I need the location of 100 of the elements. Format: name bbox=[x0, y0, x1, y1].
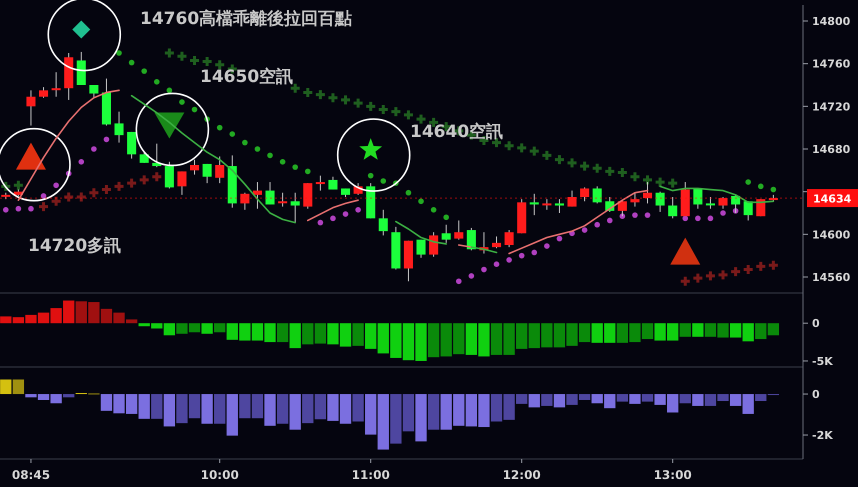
point bbox=[708, 216, 714, 222]
bar bbox=[214, 394, 226, 424]
candlestick bbox=[328, 176, 338, 190]
point bbox=[242, 140, 248, 146]
candlestick bbox=[592, 186, 602, 204]
annotation: 14760高檔乖離後拉回百點 bbox=[140, 9, 352, 29]
candlestick bbox=[668, 196, 678, 219]
point bbox=[50, 195, 62, 208]
point bbox=[730, 266, 742, 278]
candlestick bbox=[442, 224, 451, 244]
bar bbox=[290, 394, 301, 430]
candlestick bbox=[39, 86, 48, 98]
point bbox=[192, 106, 198, 112]
candlestick bbox=[706, 196, 715, 210]
point bbox=[654, 176, 666, 188]
point bbox=[390, 106, 402, 118]
point bbox=[128, 60, 134, 66]
annotation: 14720多訊 bbox=[28, 236, 122, 256]
point bbox=[12, 179, 24, 192]
point bbox=[679, 275, 692, 288]
bar bbox=[276, 323, 288, 342]
point bbox=[556, 236, 562, 242]
candlestick bbox=[466, 227, 476, 251]
point bbox=[754, 260, 767, 272]
bar bbox=[428, 394, 440, 430]
point bbox=[682, 216, 688, 222]
point bbox=[644, 212, 650, 218]
point bbox=[528, 145, 540, 158]
candlestick bbox=[252, 182, 262, 210]
bar bbox=[164, 394, 176, 426]
x-tick-label: 11:00 bbox=[352, 468, 390, 482]
candlestick bbox=[278, 192, 288, 208]
point bbox=[116, 50, 122, 56]
point bbox=[594, 222, 600, 228]
point bbox=[254, 146, 260, 152]
point bbox=[113, 180, 126, 192]
candlestick bbox=[618, 200, 627, 217]
candlestick bbox=[265, 182, 275, 205]
point bbox=[578, 160, 591, 172]
candlestick bbox=[492, 236, 502, 249]
point bbox=[380, 178, 386, 184]
bar bbox=[528, 394, 540, 408]
candlestick bbox=[140, 152, 149, 164]
bar bbox=[352, 323, 364, 346]
y-tick-label: 14560 bbox=[812, 271, 851, 284]
point bbox=[666, 177, 679, 190]
point bbox=[540, 149, 553, 162]
candlestick bbox=[693, 188, 702, 210]
point bbox=[163, 47, 176, 59]
bar bbox=[692, 394, 704, 406]
bar bbox=[12, 380, 24, 394]
point bbox=[150, 170, 163, 183]
candlestick bbox=[202, 163, 212, 184]
point bbox=[292, 164, 298, 170]
point bbox=[75, 191, 88, 203]
annotation: 14650空訊 bbox=[200, 67, 294, 87]
bar bbox=[642, 394, 654, 402]
point bbox=[430, 207, 436, 213]
bar bbox=[680, 394, 691, 404]
point bbox=[468, 273, 474, 279]
point bbox=[304, 168, 311, 174]
point bbox=[628, 170, 641, 183]
point bbox=[604, 165, 616, 178]
point bbox=[280, 159, 286, 165]
point bbox=[591, 162, 604, 174]
point bbox=[16, 206, 22, 212]
bar bbox=[554, 394, 566, 408]
candlestick bbox=[303, 182, 312, 210]
point bbox=[53, 182, 59, 188]
point bbox=[368, 172, 374, 178]
candlestick bbox=[52, 72, 61, 98]
y-tick-label: 0 bbox=[812, 317, 820, 330]
bar bbox=[63, 394, 74, 398]
point bbox=[456, 278, 462, 284]
point bbox=[494, 261, 500, 267]
point bbox=[770, 186, 776, 192]
candlestick bbox=[454, 220, 464, 240]
point bbox=[516, 142, 528, 154]
candlestick bbox=[542, 198, 552, 210]
point bbox=[154, 79, 160, 85]
point bbox=[481, 266, 487, 272]
bar bbox=[680, 323, 691, 337]
y-tick-label: 14600 bbox=[812, 228, 851, 242]
bar bbox=[415, 394, 427, 442]
y-tick-label: 14800 bbox=[812, 15, 851, 28]
candlestick bbox=[316, 175, 325, 192]
candlestick bbox=[429, 232, 438, 258]
point bbox=[314, 88, 326, 101]
candlestick bbox=[290, 192, 300, 224]
candlestick bbox=[240, 192, 250, 210]
point bbox=[28, 206, 34, 212]
x-tick-label: 08:45 bbox=[12, 468, 50, 482]
point bbox=[229, 131, 236, 137]
bar bbox=[0, 380, 12, 394]
bar bbox=[264, 394, 276, 426]
point bbox=[91, 146, 97, 152]
point bbox=[544, 243, 550, 249]
point bbox=[104, 136, 110, 142]
candlestick bbox=[530, 193, 539, 216]
point bbox=[267, 152, 273, 158]
